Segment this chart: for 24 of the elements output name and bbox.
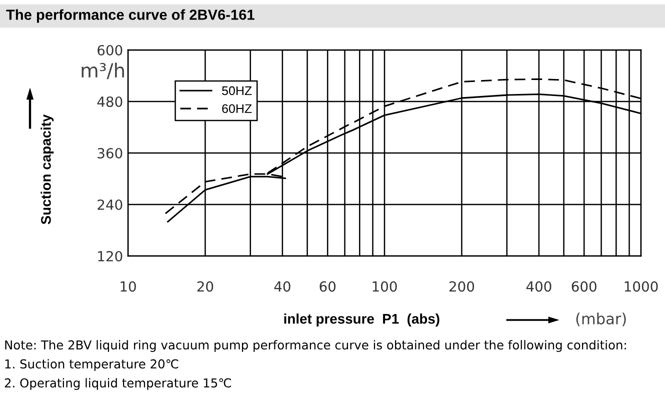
text: 1. Suction temperature 20℃	[5, 359, 178, 371]
x-tick-label: 1000	[624, 281, 658, 292]
text: 2. Operating liquid temperature 15℃	[4, 378, 231, 390]
legend-label: 60HZ	[222, 104, 252, 114]
x-tick-label: 60	[320, 281, 336, 292]
y-axis-title: Suction capacity	[40, 114, 54, 224]
chart-title: The performance curve of 2BV6-161	[6, 9, 254, 23]
x-tick-label: 20	[197, 281, 214, 292]
y-tick-label: 600	[98, 44, 122, 56]
text: (mbar)	[576, 312, 626, 326]
y-tick-label: 240	[98, 199, 122, 210]
text: Note: The 2BV liquid ring vacuum pump performance curve is obtained under the following condition:	[5, 340, 626, 352]
x-tick-label: 200	[449, 281, 474, 292]
x-tick-label: 600	[572, 281, 596, 292]
y-tick-label: 360	[98, 148, 122, 158]
legend-label: 50HZ	[222, 86, 252, 96]
y-tick-label: 120	[98, 250, 122, 262]
x-axis-title: inlet pressure P1 (abs)	[284, 314, 440, 326]
x-tick-label: 40	[274, 281, 290, 292]
text: m³/h	[82, 62, 124, 80]
x-tick-label: 400	[526, 281, 552, 292]
y-tick-label: 480	[97, 96, 122, 107]
x-tick-label: 10	[120, 281, 136, 292]
x-tick-label: 100	[372, 281, 397, 292]
